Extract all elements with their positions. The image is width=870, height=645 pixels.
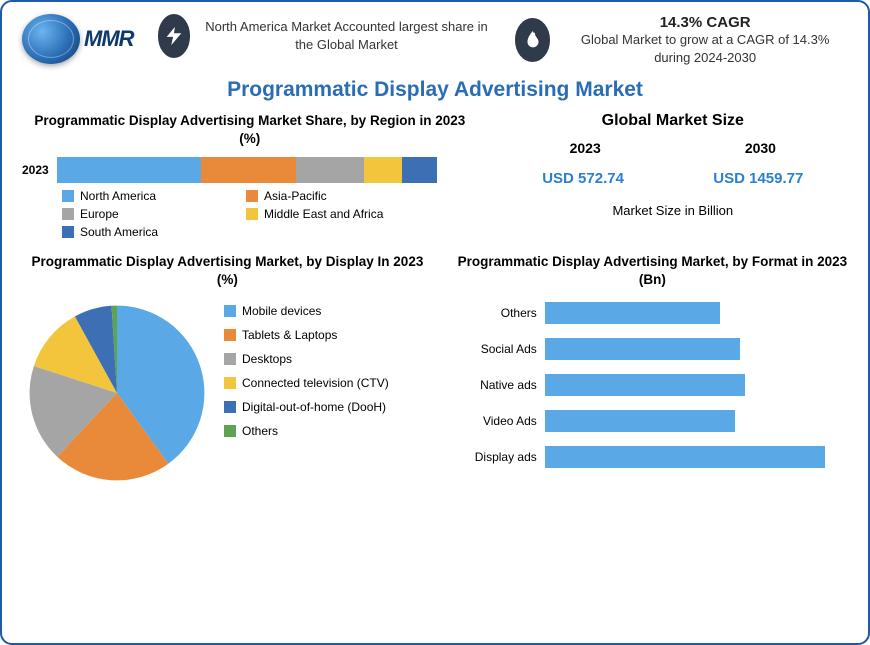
barh-chart: Others Social Ads Native ads Video Ads Displ… (457, 302, 848, 468)
value-a: USD 572.74 (542, 170, 624, 187)
legend-label: Digital-out-of-home (DooH) (242, 400, 386, 414)
value-b: USD 1459.77 (713, 170, 803, 187)
barh-row: Display ads (457, 446, 848, 468)
barh-row: Others (457, 302, 848, 324)
region-legend: North America Asia-Pacific Europe Middle Ea… (22, 189, 478, 239)
barh-bar (545, 374, 745, 396)
main-title: Programmatic Display Advertising Market (2, 78, 868, 102)
legend-item: Desktops (224, 352, 389, 366)
header: MMR North America Market Accounted large… (2, 2, 868, 70)
logo-text: MMR (84, 26, 134, 52)
legend-label: Middle East and Africa (264, 207, 383, 221)
legend-swatch (246, 190, 258, 202)
barh-bar (545, 410, 735, 432)
pie-chart (22, 298, 212, 488)
legend-label: South America (80, 225, 158, 239)
year-b: 2030 (745, 140, 776, 156)
legend-label: Asia-Pacific (264, 189, 327, 203)
legend-swatch (246, 208, 258, 220)
legend-item: Digital-out-of-home (DooH) (224, 400, 389, 414)
legend-swatch (224, 305, 236, 317)
global-market-size: Global Market Size 2023 2030 USD 572.74 … (498, 112, 848, 239)
legend-label: Connected television (CTV) (242, 376, 389, 390)
barh-row: Native ads (457, 374, 848, 396)
barh-chart-title: Programmatic Display Advertising Market,… (457, 253, 848, 288)
barh-label: Display ads (457, 450, 545, 464)
row-1: Programmatic Display Advertising Market … (2, 112, 868, 239)
legend-item: Middle East and Africa (246, 207, 406, 221)
legend-item: Connected television (CTV) (224, 376, 389, 390)
size-caption: Market Size in Billion (498, 203, 848, 218)
legend-swatch (62, 208, 74, 220)
legend-item: Mobile devices (224, 304, 389, 318)
cagr-title: 14.3% CAGR (562, 14, 848, 31)
legend-label: Tablets & Laptops (242, 328, 337, 342)
cagr-text: Global Market to grow at a CAGR of 14.3%… (562, 31, 848, 66)
stacked-bar-year: 2023 (22, 163, 49, 177)
callout-region: North America Market Accounted largest s… (158, 14, 491, 58)
barh-row: Social Ads (457, 338, 848, 360)
year-a: 2023 (570, 140, 601, 156)
legend-item: North America (62, 189, 222, 203)
barh-label: Social Ads (457, 342, 545, 356)
barh-label: Video Ads (457, 414, 545, 428)
callout-region-text: North America Market Accounted largest s… (202, 18, 491, 53)
pie-chart-title: Programmatic Display Advertising Market,… (22, 253, 433, 288)
row-2: Programmatic Display Advertising Market,… (2, 239, 868, 488)
stacked-bar-group: 2023 (22, 157, 478, 183)
globe-icon (22, 14, 80, 64)
region-chart: Programmatic Display Advertising Market … (22, 112, 478, 239)
barh-bar (545, 338, 740, 360)
legend-label: North America (80, 189, 156, 203)
legend-swatch (224, 329, 236, 341)
region-segment (57, 157, 201, 183)
region-segment (296, 157, 364, 183)
legend-swatch (224, 377, 236, 389)
barh-bar (545, 446, 825, 468)
callout-cagr: 14.3% CAGR Global Market to grow at a CA… (515, 14, 848, 66)
flame-icon (515, 18, 551, 62)
bolt-icon (158, 14, 191, 58)
legend-item: Asia-Pacific (246, 189, 406, 203)
region-segment (364, 157, 402, 183)
barh-row: Video Ads (457, 410, 848, 432)
region-segment (402, 157, 436, 183)
barh-label: Others (457, 306, 545, 320)
global-size-heading: Global Market Size (498, 112, 848, 130)
legend-item: South America (62, 225, 222, 239)
legend-item: Others (224, 424, 389, 438)
legend-swatch (62, 190, 74, 202)
legend-swatch (62, 226, 74, 238)
region-segment (201, 157, 296, 183)
region-chart-title: Programmatic Display Advertising Market … (22, 112, 478, 147)
stacked-bar (57, 157, 437, 183)
legend-label: Desktops (242, 352, 292, 366)
logo: MMR (22, 14, 134, 64)
barh-label: Native ads (457, 378, 545, 392)
legend-swatch (224, 353, 236, 365)
legend-swatch (224, 425, 236, 437)
legend-swatch (224, 401, 236, 413)
pie-chart-block: Programmatic Display Advertising Market,… (22, 253, 433, 488)
barh-chart-block: Programmatic Display Advertising Market,… (457, 253, 848, 488)
legend-item: Tablets & Laptops (224, 328, 389, 342)
legend-item: Europe (62, 207, 222, 221)
legend-label: Mobile devices (242, 304, 321, 318)
legend-label: Others (242, 424, 278, 438)
legend-label: Europe (80, 207, 119, 221)
barh-bar (545, 302, 720, 324)
pie-legend: Mobile devices Tablets & Laptops Desktops C… (224, 298, 389, 488)
